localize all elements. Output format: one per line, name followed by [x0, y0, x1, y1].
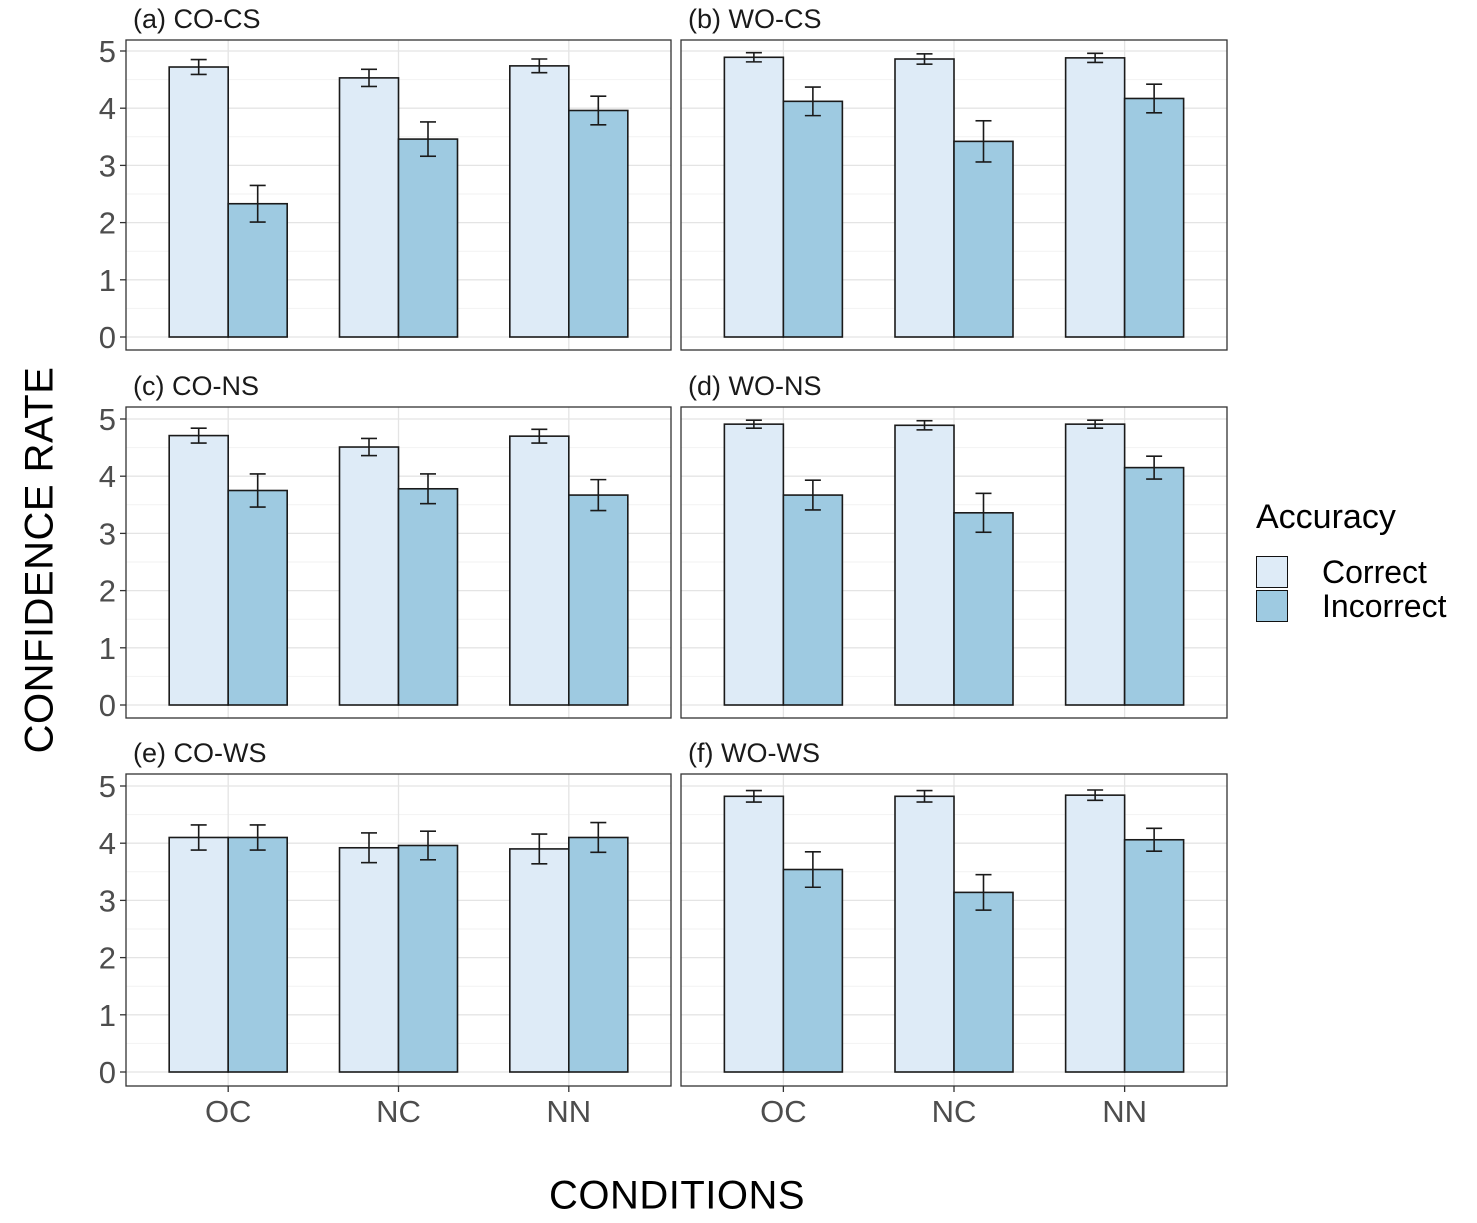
panel-5-ytick-label: 4: [99, 826, 116, 861]
panel-5-ytick-label: 5: [99, 769, 116, 804]
panel-2-bar-correct-oc: [723, 56, 785, 338]
panel-3: (c) CO-NS 0 1 2 3 4 5: [99, 371, 672, 723]
panel-3-bar-correct-nn: [509, 435, 570, 706]
panel-4-bar-incorrect-nc: [953, 512, 1014, 706]
panel-6-bar-incorrect-nn: [1123, 838, 1185, 1073]
panel-5-bar-incorrect-nc: [397, 844, 459, 1073]
legend-item-correct: Correct: [1256, 553, 1446, 590]
panel-3-bar-correct-oc: [168, 434, 229, 706]
panel-5: (e) CO-WS 0 1 2 3 4 5 OC NC NN: [99, 738, 672, 1129]
panel-6-xtick-label-nn: NN: [1102, 1094, 1147, 1129]
panel-1-bar-correct-nn: [509, 65, 570, 338]
panel-5-bar-correct-nn: [509, 848, 570, 1073]
panel-2: (b) WO-CS: [680, 4, 1228, 351]
legend-title: Accuracy: [1256, 498, 1396, 536]
panel-5-xtick-label-nn: NN: [546, 1094, 591, 1129]
panel-6-title: (f) WO-WS: [688, 738, 820, 768]
panel-3-border: [125, 406, 672, 719]
panel-3-title: (c) CO-NS: [133, 371, 259, 401]
panel-4-bar-correct-nn: [1064, 423, 1126, 706]
panel-1-bar-incorrect-nn: [568, 109, 629, 338]
legend-label-incorrect: Incorrect: [1322, 587, 1447, 624]
legend-swatch-incorrect: [1256, 590, 1288, 622]
panel-6-bar-correct-nn: [1064, 794, 1126, 1073]
panel-2-title: (b) WO-CS: [688, 4, 821, 34]
panel-5-ytick-label: 3: [99, 883, 116, 918]
legend-label-correct: Correct: [1322, 553, 1427, 590]
panel-3-ytick-label: 3: [99, 516, 116, 551]
panel-1-ytick-label: 5: [99, 34, 116, 69]
panel-5-xtick-label-oc: OC: [205, 1094, 252, 1129]
panel-5-ytick-label: 1: [99, 998, 116, 1033]
panel-6-bar-incorrect-oc: [782, 868, 844, 1073]
panel-1: (a) CO-CS 0 1 2 3 4 5: [99, 4, 672, 355]
panel-4-title: (d) WO-NS: [688, 371, 821, 401]
legend-item-incorrect: Incorrect: [1256, 587, 1447, 624]
panel-6-bar-correct-oc: [723, 795, 785, 1073]
panel-3-bar-incorrect-nc: [397, 487, 459, 706]
panel-6-xtick-label-oc: OC: [760, 1094, 807, 1129]
panel-6: (f) WO-WS OC NC NN: [680, 738, 1228, 1129]
panel-3-bar-correct-nc: [338, 446, 400, 706]
panel-6-bar-incorrect-nc: [953, 891, 1014, 1073]
panel-1-ytick-label: 0: [99, 320, 116, 355]
panel-4-bar-incorrect-oc: [782, 494, 844, 706]
panel-1-ytick-label: 3: [99, 148, 116, 183]
panel-3-bar-incorrect-nn: [568, 494, 629, 706]
panel-2-bar-correct-nc: [894, 58, 955, 338]
panel-1-bar-incorrect-oc: [227, 202, 288, 338]
panel-5-ytick-label: 0: [99, 1055, 116, 1090]
panel-2-bar-incorrect-oc: [782, 100, 844, 338]
panel-3-ytick-label: 5: [99, 402, 116, 437]
panel-2-bar-correct-nn: [1064, 57, 1126, 338]
panel-1-ytick-label: 1: [99, 263, 116, 298]
y-axis-label-container: CONFIDENCE RATE: [0, 0, 80, 1223]
y-axis-label: CONFIDENCE RATE: [17, 366, 62, 754]
panel-1-bar-incorrect-nc: [397, 138, 459, 338]
legend: Accuracy Correct Incorrect: [1256, 498, 1447, 624]
panel-5-xtick-label-nc: NC: [376, 1094, 421, 1129]
panel-1-ytick-label: 2: [99, 206, 116, 241]
legend-swatch-correct: [1256, 556, 1288, 588]
panel-3-ytick-label: 2: [99, 574, 116, 609]
panel-5-bar-incorrect-oc: [227, 836, 288, 1073]
panel-5-title: (e) CO-WS: [133, 738, 266, 768]
panel-4: (d) WO-NS: [680, 371, 1228, 719]
panel-2-bar-incorrect-nn: [1123, 97, 1185, 338]
panel-4-bar-correct-oc: [723, 423, 785, 706]
panel-5-bar-correct-nc: [338, 846, 400, 1073]
panel-4-border: [680, 406, 1228, 719]
panel-5-ytick-label: 2: [99, 941, 116, 976]
panel-3-ytick-label: 1: [99, 631, 116, 666]
panel-5-bar-incorrect-nn: [568, 836, 629, 1073]
panel-1-border: [125, 39, 672, 351]
panel-1-title: (a) CO-CS: [133, 4, 261, 34]
panel-3-ytick-label: 4: [99, 459, 116, 494]
panel-6-xtick-label-nc: NC: [932, 1094, 977, 1129]
panel-2-border: [680, 39, 1228, 351]
panel-4-bar-incorrect-nn: [1123, 466, 1185, 706]
panel-2-bar-incorrect-nc: [953, 140, 1014, 338]
panel-1-bar-correct-oc: [168, 66, 229, 338]
panel-3-bar-incorrect-oc: [227, 489, 288, 706]
panel-1-ytick-label: 4: [99, 91, 116, 126]
x-axis-label: CONDITIONS: [548, 1173, 806, 1218]
panel-6-bar-correct-nc: [894, 795, 955, 1073]
panel-5-bar-correct-oc: [168, 836, 229, 1073]
panel-4-bar-correct-nc: [894, 424, 955, 706]
panel-3-ytick-label: 0: [99, 688, 116, 723]
panel-1-bar-correct-nc: [338, 77, 400, 338]
